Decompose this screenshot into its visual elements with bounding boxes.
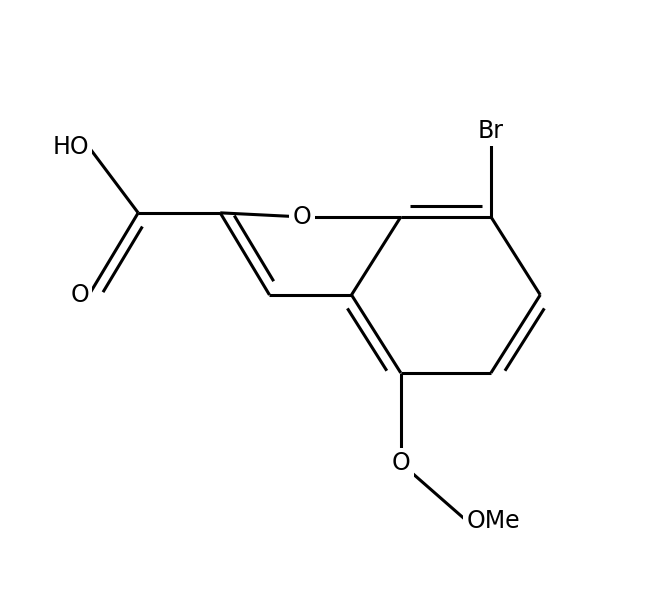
Text: O: O <box>293 205 312 229</box>
Text: Br: Br <box>478 119 504 143</box>
Text: O: O <box>391 451 410 475</box>
Text: OMe: OMe <box>467 508 520 533</box>
Text: HO: HO <box>52 135 89 159</box>
Text: O: O <box>70 283 89 307</box>
